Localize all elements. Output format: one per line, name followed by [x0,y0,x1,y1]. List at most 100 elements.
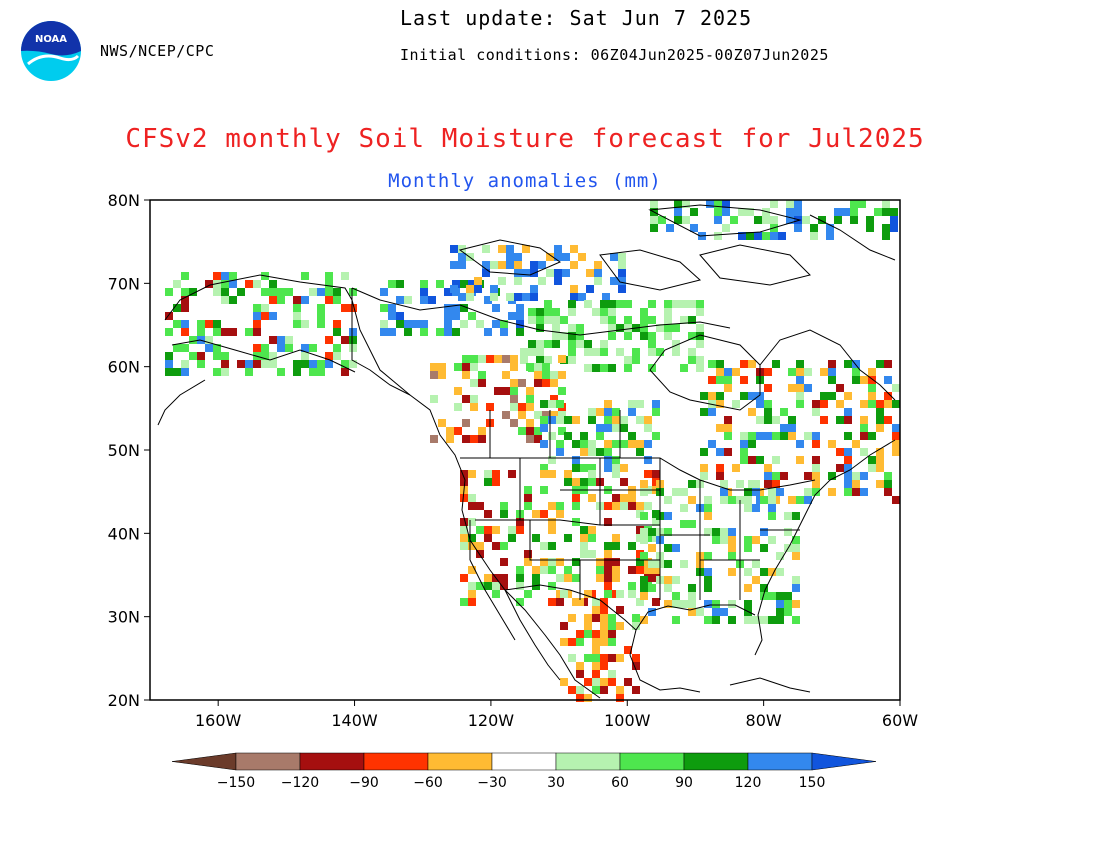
anomaly-cell [810,224,818,232]
anomaly-cell [852,440,860,448]
anomaly-cell [552,308,560,316]
anomaly-cell [666,224,674,232]
anomaly-cell [420,288,428,296]
anomaly-cell [404,328,412,336]
anomaly-cell [528,340,536,348]
anomaly-cell [600,316,608,324]
anomaly-cell [852,480,860,488]
anomaly-cell [762,232,770,240]
anomaly-cell [349,344,357,352]
anomaly-cell [716,392,724,400]
lat-tick-label: 40N [108,524,140,543]
anomaly-cell [388,328,396,336]
anomaly-cell [572,574,580,582]
anomaly-cell [884,488,892,496]
anomaly-cell [584,654,592,662]
anomaly-cell [700,448,708,456]
anomaly-cell [460,542,468,550]
anomaly-cell [524,494,532,502]
anomaly-cell [612,542,620,550]
anomaly-cell [444,312,452,320]
anomaly-cell [696,308,704,316]
anomaly-cell [550,395,558,403]
anomaly-cell [712,600,720,608]
anomaly-cell [580,478,588,486]
anomaly-cell [794,200,802,208]
anomaly-cell [616,348,624,356]
anomaly-cell [744,488,752,496]
anomaly-cell [564,574,572,582]
latitude-axis: 80N 70N 60N 50N 40N 30N 20N [108,191,150,710]
colorbar-swatch [427,752,493,771]
anomaly-cell [744,600,752,608]
anomaly-cell [644,502,652,510]
anomaly-cell [728,528,736,536]
anomaly-cell [628,432,636,440]
anomaly-cell [874,208,882,216]
anomaly-cell [752,488,760,496]
anomaly-cell [452,312,460,320]
anomaly-cell [584,694,592,702]
anomaly-cell [892,432,900,440]
anomaly-cell [444,320,452,328]
anomaly-cell [784,600,792,608]
anomaly-cell [652,408,660,416]
anomaly-cell [648,528,656,536]
anomaly-cell [620,494,628,502]
anomaly-cell [460,470,468,478]
anomaly-cell [550,371,558,379]
anomaly-cell [712,536,720,544]
anomaly-cell [834,216,842,224]
anomaly-cell [820,368,828,376]
anomaly-cell [181,304,189,312]
anomaly-cell [165,288,173,296]
colorbar-swatch [299,752,365,771]
anomaly-cell [752,576,760,584]
anomaly-cell [608,324,616,332]
anomaly-cell [349,360,357,368]
anomaly-cell [269,280,277,288]
anomaly-cell [460,320,468,328]
anomaly-cell [796,440,804,448]
anomaly-cell [784,592,792,600]
anomaly-cell [732,368,740,376]
colorbar-swatch [811,752,877,771]
anomaly-cell [452,280,460,288]
anomaly-cell [680,600,688,608]
anomaly-cell [293,304,301,312]
anomaly-cell [261,344,269,352]
anomaly-cell [772,480,780,488]
anomaly-cell [868,392,876,400]
anomaly-cell [812,400,820,408]
anomaly-cell [680,520,688,528]
anomaly-cell [760,584,768,592]
anomaly-cell [460,280,468,288]
anomaly-cell [532,566,540,574]
anomaly-cell [748,392,756,400]
anomaly-cell [524,502,532,510]
anomaly-cell [221,296,229,304]
anomaly-cell [468,590,476,598]
colorbar-swatch [363,752,429,771]
anomaly-cell [534,379,542,387]
anomaly-cell [592,630,600,638]
anomaly-cell [540,558,548,566]
anomaly-cell [688,480,696,488]
anomaly-cell [708,440,716,448]
anomaly-cell [682,200,690,208]
anomaly-cell [460,518,468,526]
anomaly-cell [876,408,884,416]
anomaly-cell [882,232,890,240]
colorbar-swatch [683,752,749,771]
anomaly-cell [213,352,221,360]
anomaly-cell [794,208,802,216]
anomaly-cell [454,427,462,435]
anomaly-cell [876,424,884,432]
anomaly-cell [604,590,612,598]
anomaly-cell [696,608,704,616]
anomaly-cell [552,340,560,348]
anomaly-cell [608,300,616,308]
anomaly-cell [554,269,562,277]
anomaly-cell [680,504,688,512]
anomaly-cell [850,208,858,216]
